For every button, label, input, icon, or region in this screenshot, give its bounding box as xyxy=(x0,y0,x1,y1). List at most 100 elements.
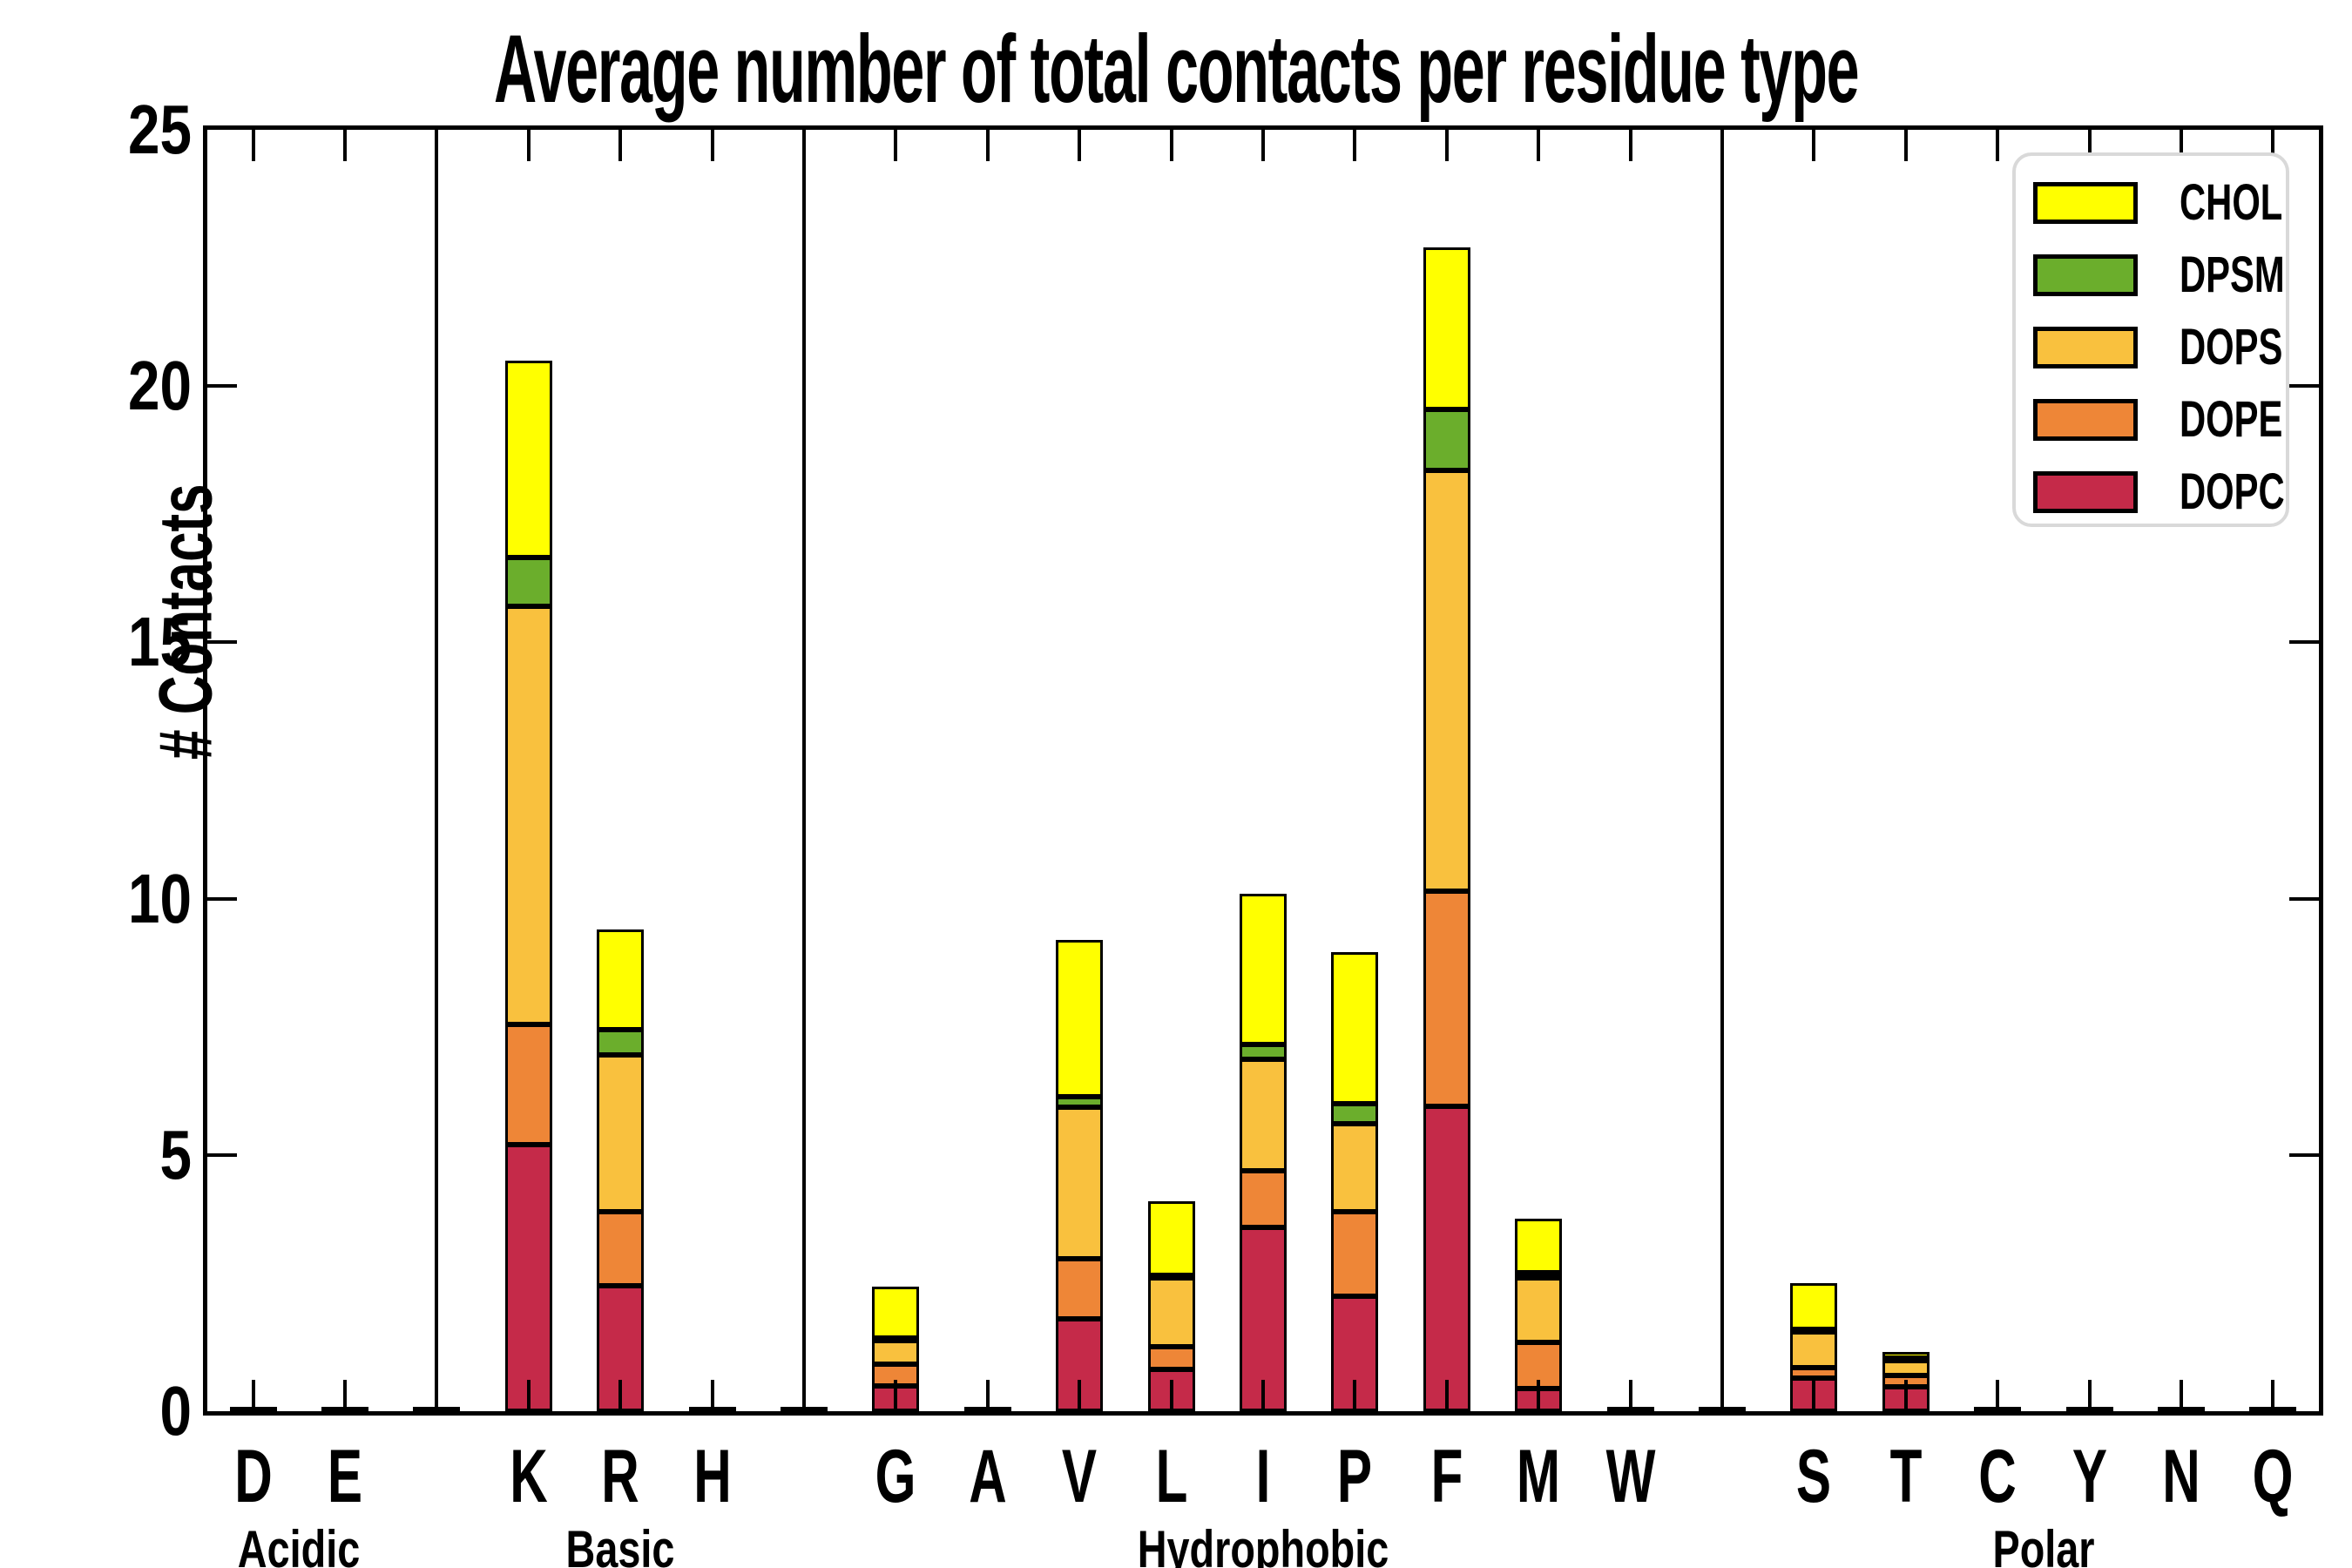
bar-segment-dope-V xyxy=(1056,1259,1104,1320)
x-tick-top xyxy=(1169,130,1173,161)
bar-segment-dops-M xyxy=(1515,1278,1563,1342)
bar-segment-dpsm-F xyxy=(1423,409,1470,471)
x-tick-top xyxy=(1720,130,1724,161)
y-tick-label-25: 25 xyxy=(128,91,192,168)
bar-segment-dpsm-R xyxy=(597,1029,645,1056)
legend-label-dpsm: DPSM xyxy=(2180,247,2285,303)
bar-segment-dope-K xyxy=(504,1024,552,1146)
left-axis-spine xyxy=(203,125,207,1416)
group-separator-line xyxy=(802,130,807,1411)
legend-row-dpsm: DPSM xyxy=(2016,240,2286,313)
y-tick-left xyxy=(207,640,237,645)
x-tick-top xyxy=(1078,130,1082,161)
legend-label-chol: CHOL xyxy=(2180,174,2283,231)
bar-segment-chol-T xyxy=(1882,1352,1930,1359)
x-tick-bottom xyxy=(1903,1380,1908,1411)
x-tick-top xyxy=(2179,130,2183,161)
bottom-axis-spine xyxy=(203,1411,2323,1416)
y-tick-label-20: 20 xyxy=(128,347,192,425)
chart-title: Average number of total contacts per res… xyxy=(0,14,2352,125)
x-tick-label-H: H xyxy=(693,1435,732,1518)
x-tick-bottom xyxy=(526,1380,531,1411)
bar-segment-dops-G xyxy=(872,1340,920,1364)
x-tick-label-K: K xyxy=(510,1435,548,1518)
x-tick-label-P: P xyxy=(1337,1435,1373,1518)
x-tick-bottom xyxy=(985,1380,990,1411)
x-tick-bottom xyxy=(1169,1380,1173,1411)
x-tick-label-W: W xyxy=(1605,1435,1655,1518)
x-tick-top xyxy=(1903,130,1908,161)
bar-segment-dope-I xyxy=(1240,1171,1287,1228)
x-tick-bottom xyxy=(251,1380,255,1411)
group-label-basic: Basic xyxy=(565,1520,675,1568)
bar-segment-dope-F xyxy=(1423,890,1470,1106)
group-separator-line xyxy=(435,130,439,1411)
x-tick-top xyxy=(710,130,714,161)
bar-segment-chol-L xyxy=(1147,1200,1195,1276)
legend-row-chol: CHOL xyxy=(2016,168,2286,240)
x-tick-top xyxy=(251,130,255,161)
x-tick-top xyxy=(1996,130,2000,161)
legend-swatch-dpsm xyxy=(2033,254,2138,296)
y-tick-label-10: 10 xyxy=(128,859,192,937)
y-tick-label-0: 0 xyxy=(159,1372,192,1450)
bar-segment-dpsm-K xyxy=(504,558,552,607)
legend: CHOL DPSM DOPS DOPE DOPC xyxy=(2012,152,2289,527)
bar-segment-dope-L xyxy=(1147,1346,1195,1369)
x-tick-top xyxy=(526,130,531,161)
group-label-polar: Polar xyxy=(1992,1520,2095,1568)
x-tick-bottom xyxy=(2087,1380,2092,1411)
bar-segment-dops-I xyxy=(1240,1059,1287,1172)
legend-label-dops: DOPS xyxy=(2180,319,2283,375)
legend-row-dopc: DOPC xyxy=(2016,457,2286,530)
x-tick-label-Q: Q xyxy=(2252,1435,2294,1518)
x-tick-label-G: G xyxy=(875,1435,916,1518)
bar-segment-chol-F xyxy=(1423,247,1470,409)
y-tick-right xyxy=(2289,896,2319,901)
x-tick-top xyxy=(2271,130,2275,161)
x-tick-top xyxy=(343,130,348,161)
bar-segment-chol-P xyxy=(1331,952,1379,1104)
x-tick-bottom xyxy=(2179,1380,2183,1411)
bar-segment-dope-S xyxy=(1790,1367,1838,1378)
bar-segment-dops-K xyxy=(504,606,552,1024)
bar-segment-dope-R xyxy=(597,1211,645,1286)
y-tick-right xyxy=(2289,640,2319,645)
legend-label-dopc: DOPC xyxy=(2180,463,2285,520)
x-tick-top xyxy=(1537,130,1541,161)
chart-title-text: Average number of total contacts per res… xyxy=(493,16,1860,123)
x-tick-top xyxy=(1261,130,1265,161)
right-axis-spine xyxy=(2319,125,2323,1416)
bar-segment-chol-I xyxy=(1240,893,1287,1045)
y-tick-label-15: 15 xyxy=(128,603,192,681)
bar-segment-dpsm-T xyxy=(1882,1358,1930,1364)
bar-segment-chol-V xyxy=(1056,939,1104,1098)
bar-segment-dpsm-S xyxy=(1790,1328,1838,1335)
y-tick-left xyxy=(207,1152,237,1157)
x-tick-bottom xyxy=(618,1380,623,1411)
bar-segment-dpsm-P xyxy=(1331,1103,1379,1125)
bar-segment-dopc-K xyxy=(504,1145,552,1411)
x-tick-label-E: E xyxy=(327,1435,363,1518)
bar-segment-dpsm-V xyxy=(1056,1097,1104,1108)
x-tick-top xyxy=(1628,130,1632,161)
legend-swatch-chol xyxy=(2033,182,2138,224)
x-tick-bottom xyxy=(1261,1380,1265,1411)
bar-segment-dpsm-G xyxy=(872,1337,920,1343)
x-tick-top xyxy=(1444,130,1449,161)
y-tick-label-5: 5 xyxy=(159,1115,192,1193)
x-tick-top xyxy=(802,130,807,161)
x-tick-label-M: M xyxy=(1517,1435,1561,1518)
bar-segment-dops-L xyxy=(1147,1278,1195,1347)
x-tick-top xyxy=(894,130,898,161)
x-tick-top xyxy=(618,130,623,161)
x-tick-label-I: I xyxy=(1255,1435,1271,1518)
bar-segment-dpsm-M xyxy=(1515,1273,1563,1279)
y-tick-left xyxy=(207,384,237,389)
legend-row-dope: DOPE xyxy=(2016,385,2286,457)
x-tick-bottom xyxy=(1996,1380,2000,1411)
x-tick-bottom xyxy=(1537,1380,1541,1411)
bar-segment-dops-R xyxy=(597,1055,645,1212)
legend-label-dope: DOPE xyxy=(2180,391,2283,448)
